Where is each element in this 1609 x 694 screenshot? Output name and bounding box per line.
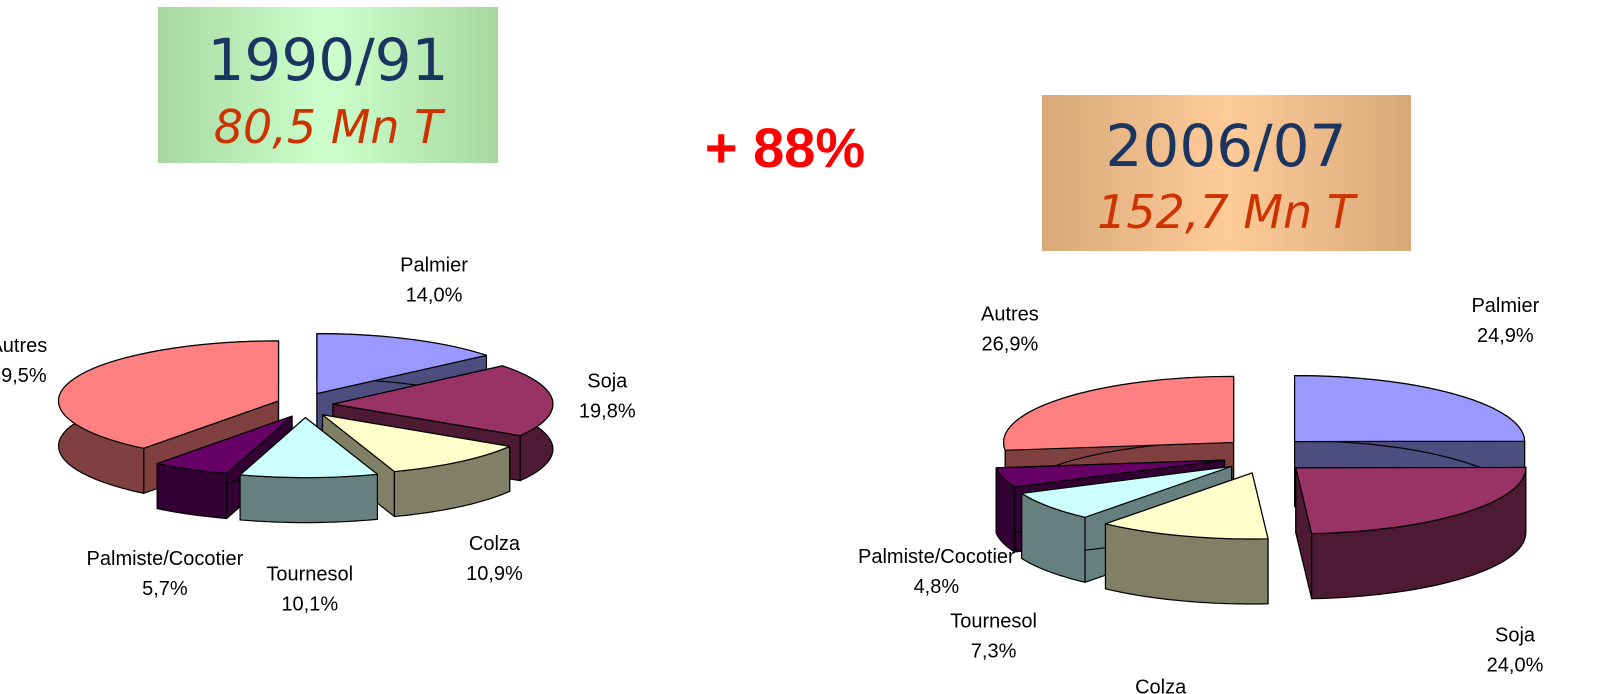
- slice-value-label: 14,0%: [406, 285, 463, 307]
- title-box: [158, 7, 498, 163]
- slice-value-label: 7,3%: [971, 640, 1017, 662]
- slice-top: [57, 340, 280, 449]
- slice-top: [1295, 466, 1527, 535]
- slice-value-label: 24,0%: [1487, 655, 1544, 677]
- slice-value-label: 39,5%: [0, 365, 47, 387]
- slice: [239, 416, 378, 524]
- chart-title: 1990/91: [208, 26, 449, 94]
- slice: [1104, 472, 1269, 605]
- chart-title: 2006/07: [1106, 112, 1347, 180]
- slice-label: Palmiste/Cocotier: [858, 546, 1015, 568]
- slice-top: [156, 415, 293, 475]
- slice-value-label: 19,8%: [579, 400, 636, 422]
- slice-top: [1104, 472, 1269, 540]
- slice-value-label: 5,7%: [142, 578, 188, 600]
- slice-label: Colza: [1135, 676, 1187, 694]
- pie-chart: Palmier 14,0% Soja 19,8% Colza 10,9% Tournesol…: [0, 255, 636, 616]
- chart-subtitle: 80,5 Mn T: [214, 100, 447, 154]
- slice-label: Tournesol: [950, 610, 1037, 632]
- pie-chart: Palmier24,9%Soja24,0%Colza12,1%Tournesol…: [858, 295, 1544, 694]
- slice-value-label: 10,9%: [466, 563, 523, 585]
- slice-value-label: 4,8%: [914, 576, 960, 598]
- slice-label: Soja: [587, 370, 628, 392]
- slice-label: Tournesol: [266, 564, 353, 586]
- slice-label: Palmier: [1471, 295, 1539, 317]
- slice: [1295, 466, 1527, 600]
- slice-value-label: 24,9%: [1477, 325, 1534, 347]
- slice-top: [1294, 374, 1526, 443]
- slice-label: Autres: [981, 304, 1039, 326]
- slice-label: Palmier: [400, 255, 468, 277]
- slice-value-label: 26,9%: [982, 334, 1039, 356]
- slice-value-label: 10,1%: [281, 594, 338, 616]
- slice-top: [332, 365, 554, 437]
- slice-label: Palmiste/Cocotier: [87, 548, 244, 570]
- slice-label: Colza: [469, 533, 521, 555]
- annotation: + 88%: [705, 116, 865, 179]
- slice-label: Soja: [1495, 625, 1536, 647]
- slice-label: Autres: [0, 335, 47, 357]
- slice-top: [239, 416, 378, 479]
- slice-top: [995, 459, 1226, 488]
- pies: Palmier 14,0% Soja 19,8% Colza 10,9% Tournesol…: [0, 255, 1544, 694]
- slice-top: [321, 414, 511, 473]
- slice-top: [1021, 465, 1233, 518]
- slice-side: [239, 473, 378, 524]
- chart-subtitle: 152,7 Mn T: [1097, 185, 1359, 239]
- slice-top: [316, 332, 488, 395]
- slice-top: [1002, 375, 1235, 451]
- title-box: [1042, 95, 1411, 251]
